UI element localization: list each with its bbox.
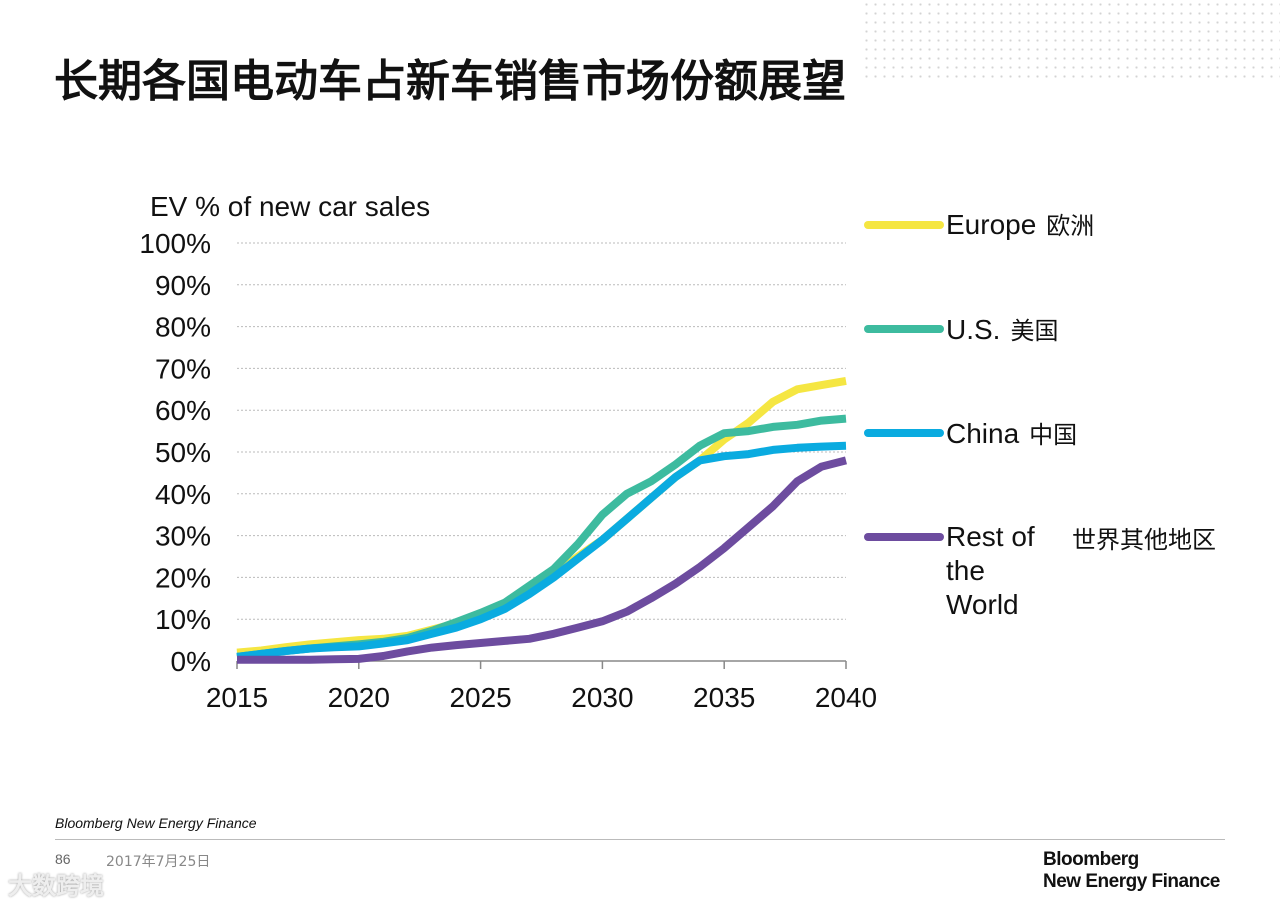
y-tick-label: 0% — [171, 646, 211, 677]
legend-text: Europe — [946, 209, 1037, 240]
y-tick-label: 50% — [155, 437, 211, 468]
legend-label-rest-of-world-cn: 世界其他地区 — [1062, 522, 1216, 557]
dot-pattern-decoration — [862, 0, 1280, 78]
slide-title: 长期各国电动车占新车销售市场份额展望 — [54, 56, 846, 107]
x-tick-label: 2040 — [815, 682, 877, 713]
x-tick-label: 2015 — [206, 682, 268, 713]
y-tick-label: 60% — [155, 395, 211, 426]
legend-text-cn: 中国 — [1029, 421, 1078, 449]
y-axis-title: EV % of new car sales — [150, 191, 430, 222]
logo-line: Bloomberg — [1043, 849, 1139, 870]
watermark: 大数跨境 — [8, 872, 104, 900]
x-tick-label: 2030 — [571, 682, 633, 713]
y-tick-label: 10% — [155, 604, 211, 635]
source-note: Bloomberg New Energy Finance — [55, 815, 257, 831]
x-tick-label: 2035 — [693, 682, 755, 713]
legend-label-china: China 中国 — [946, 417, 1077, 452]
x-tick-label: 2025 — [449, 682, 511, 713]
legend-label-us: U.S. 美国 — [946, 313, 1058, 348]
y-tick-label: 20% — [155, 562, 211, 593]
y-tick-label: 30% — [155, 521, 211, 552]
footer-divider — [55, 839, 1225, 840]
y-tick-label: 70% — [155, 353, 211, 384]
legend-text-cn: 欧洲 — [1046, 212, 1095, 240]
legend-label-rest-of-world: Rest of the World — [946, 521, 1035, 620]
y-tick-label: 100% — [139, 228, 211, 259]
y-tick-label: 90% — [155, 270, 211, 301]
logo-line: New Energy Finance — [1043, 871, 1220, 892]
legend-text-cn: 世界其他地区 — [1072, 526, 1216, 554]
slide-date: 2017年7月25日 — [106, 854, 211, 870]
legend-text: China — [946, 418, 1020, 449]
x-tick-label: 2020 — [328, 682, 390, 713]
page-number: 86 — [55, 851, 71, 867]
series-line-rest-of-the-world — [237, 456, 847, 664]
y-tick-label: 40% — [155, 479, 211, 510]
y-tick-label: 80% — [155, 312, 211, 343]
legend-label-europe: Europe 欧洲 — [946, 208, 1094, 243]
series-line-china — [236, 441, 847, 661]
legend-text-cn: 美国 — [1010, 317, 1059, 345]
legend-text: U.S. — [946, 314, 1001, 345]
bnef-logo: Bloomberg New Energy Finance — [1043, 849, 1220, 893]
